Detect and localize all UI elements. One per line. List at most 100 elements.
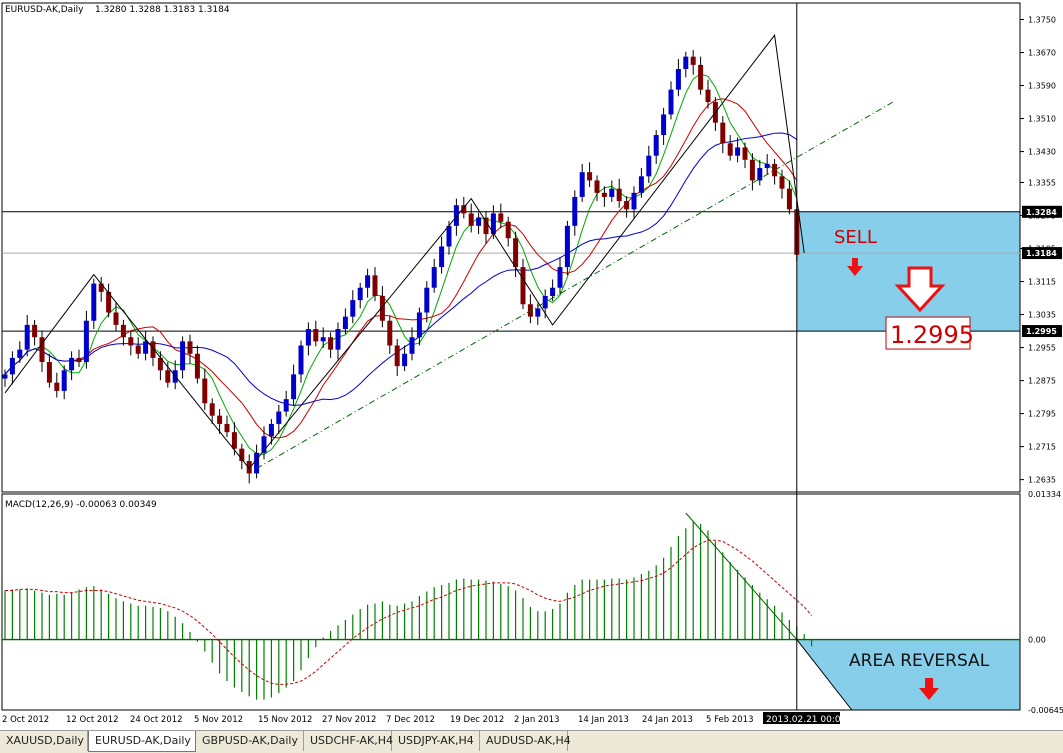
reversal-zone [796,639,1020,710]
candle [431,258,437,293]
candle-body [542,295,548,309]
candle-body [335,329,341,350]
candle [357,282,363,309]
candle [594,175,600,202]
chart-tab[interactable]: USDJPY-AK,H4 [392,731,480,751]
candle [150,336,156,367]
candle [624,196,630,218]
candle [32,319,38,346]
chart-canvas[interactable]: 1.3750 1.3670 1.3590 1.3510 1.3430 1.3355 1.32… [0,0,1063,730]
price-tick-label: 1.2715 [1028,443,1056,452]
candle [217,409,223,434]
price-tag-box [1022,325,1062,338]
sell-label: SELL [834,227,877,248]
candle [631,186,637,220]
candle-body [727,143,733,156]
candle [749,153,755,191]
candle-body [305,329,311,346]
price-tick-label: 1.3590 [1028,82,1056,91]
price-chart-title: EURUSD-AK,Daily [5,5,84,15]
chart-tab[interactable]: EURUSD-AK,Daily [88,731,196,752]
price-tick-label: 1.2635 [1028,476,1056,485]
price-tick-label: 1.2955 [1028,344,1056,353]
candle-body [76,357,82,363]
candle [675,59,681,97]
candle-body [357,287,363,301]
x-axis-label: 24 Oct 2012 [130,715,183,725]
candle-body [128,337,134,346]
candle [143,331,149,361]
candle [69,351,75,381]
candle-body [2,374,8,379]
candle-body [439,246,445,268]
candle-body [239,448,245,462]
candle-body [143,341,149,354]
candle [320,327,326,348]
cursor-time-box [763,712,840,724]
candle-body [9,357,15,375]
candle-body [350,300,356,317]
candle [394,338,400,377]
macd-tick-label: -0.00645 [1028,706,1063,715]
candle [520,258,526,310]
candle-body [402,353,408,367]
candle [113,302,119,332]
candle [350,290,356,324]
candle [735,137,741,163]
candle [342,308,348,334]
target-price-label: 1.2995 [890,321,974,349]
chart-tab[interactable]: XAUUSD,Daily [0,731,88,751]
candle-body [476,217,482,226]
candle [402,345,408,372]
candle-body [705,89,711,103]
candle [416,307,422,346]
candle-body [653,135,659,156]
price-tag-box [1022,205,1062,218]
candle-body [453,205,459,226]
candle [98,277,104,302]
candle-body [283,399,289,412]
chart-tab[interactable]: GBPUSD-AK,Daily [196,731,304,751]
candle [505,216,511,247]
candle [239,443,245,470]
candle [328,332,334,358]
candle [476,212,482,235]
cursor-time-label: 2013.02.21 00:00 [766,715,847,725]
price-tag-label: 1.3184 [1026,249,1057,258]
candle [757,159,763,186]
candle-body [246,461,252,474]
candle [39,330,45,372]
price-tick-label: 1.2875 [1028,377,1056,386]
candle-body [764,163,770,169]
candle [690,50,696,75]
candle-body [431,267,437,288]
candle-body [46,362,52,383]
candle [424,281,430,323]
candle [468,203,474,233]
candle-body [17,349,23,358]
big-down-arrow-icon [894,266,946,313]
candle-body [579,172,585,197]
chart-tab[interactable]: USDCHF-AK,H4 [304,731,393,751]
candle-body [461,205,467,214]
chart-tab[interactable]: AUDUSD-AK,H4 [480,731,571,751]
price-tick-label: 1.3510 [1028,115,1056,124]
candle-body [757,168,763,181]
price-tick-label: 1.3750 [1028,16,1056,25]
candle-body [394,345,400,367]
candle [106,283,112,318]
candle-body [106,291,112,313]
candle [135,337,141,359]
candle [616,178,622,208]
x-axis-label: 15 Nov 2012 [258,715,312,725]
candle-body [165,370,171,383]
candle [283,390,289,417]
candle [291,364,297,406]
candle-body [313,329,319,342]
candle-body [69,357,75,371]
candle-body [638,176,644,193]
price-tick-label: 1.2795 [1028,410,1056,419]
candle [638,168,644,198]
candle [128,330,134,356]
candle [187,334,193,364]
